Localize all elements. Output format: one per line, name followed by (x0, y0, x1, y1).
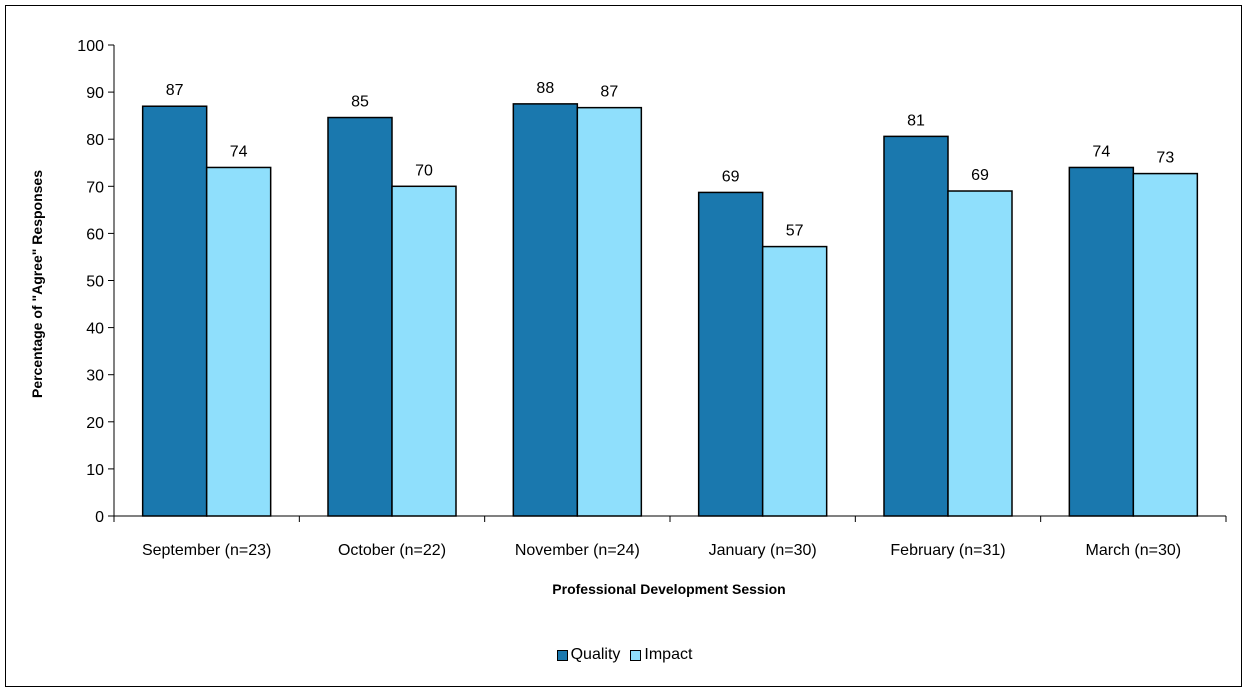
bar-impact (1132, 172, 1199, 517)
x-tick-label: September (n=23) (142, 542, 271, 559)
y-tick-label: 90 (86, 85, 104, 102)
x-tick-label: January (n=30) (709, 542, 817, 559)
legend-swatch-quality (556, 649, 568, 661)
y-tick-label: 60 (86, 226, 104, 243)
bar-impact (947, 190, 1013, 517)
y-axis-title-group: Percentage of "Agree" Responses (29, 170, 45, 398)
y-axis-title: Percentage of "Agree" Responses (29, 170, 45, 398)
y-tick-label: 100 (77, 38, 104, 55)
x-tick-label: October (n=22) (338, 542, 446, 559)
bar-impact (205, 166, 272, 517)
y-tick-label: 80 (86, 132, 104, 149)
data-label-impact: 57 (786, 223, 804, 240)
data-label-impact: 74 (230, 143, 248, 160)
y-tick-label: 40 (86, 321, 104, 338)
y-tick-label: 70 (86, 179, 104, 196)
x-tick-label: March (n=30) (1086, 542, 1182, 559)
legend-item-impact: Impact (630, 646, 692, 664)
bar-quality (697, 191, 764, 517)
y-tick-label: 10 (86, 462, 104, 479)
legend: Quality Impact (0, 646, 1249, 664)
data-label-quality: 69 (722, 168, 740, 185)
data-label-impact: 73 (1156, 150, 1174, 167)
legend-item-quality: Quality (556, 646, 621, 664)
y-tick-label: 50 (86, 274, 104, 291)
data-label-quality: 74 (1092, 143, 1110, 160)
y-tick-label: 20 (86, 415, 104, 432)
data-label-quality: 85 (351, 94, 369, 111)
data-label-impact: 70 (415, 162, 433, 179)
bar-quality (512, 103, 579, 517)
bar-quality (883, 135, 949, 517)
y-tick-label: 0 (95, 509, 104, 526)
data-label-quality: 88 (536, 80, 554, 97)
y-tick-label: 30 (86, 368, 104, 385)
data-label-quality: 87 (166, 82, 184, 99)
plot-area: 0 10 20 30 40 50 60 70 80 90 100 87 74 September (n=2… (77, 38, 1227, 559)
legend-label-quality: Quality (570, 646, 621, 663)
data-label-quality: 81 (907, 112, 925, 129)
bar-quality (141, 105, 208, 517)
legend-label-impact: Impact (644, 646, 693, 663)
bar-quality (327, 116, 393, 517)
data-label-impact: 69 (971, 167, 989, 184)
data-label-impact: 87 (600, 84, 618, 101)
x-tick-label: November (n=24) (515, 542, 640, 559)
bar-quality (1068, 166, 1135, 517)
bar-impact (761, 245, 828, 517)
bar-impact (576, 106, 643, 517)
x-axis-title: Professional Development Session (552, 581, 785, 597)
legend-swatch-impact (630, 649, 642, 661)
x-tick-label: February (n=31) (890, 542, 1005, 559)
bar-impact (391, 185, 457, 517)
